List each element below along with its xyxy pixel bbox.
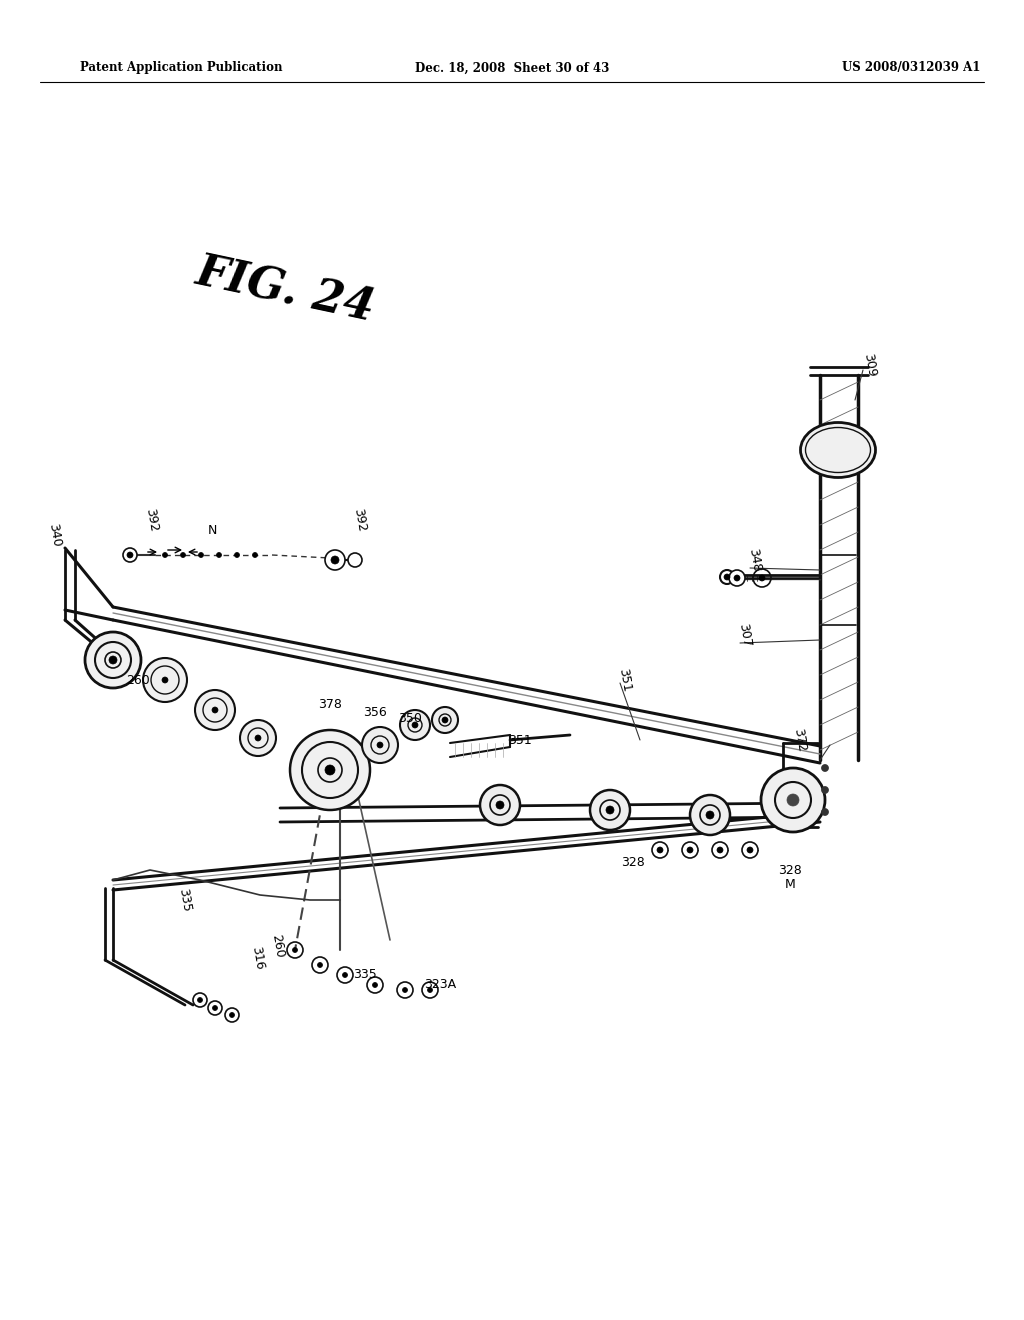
- Circle shape: [212, 708, 218, 713]
- Circle shape: [143, 657, 187, 702]
- Circle shape: [348, 553, 362, 568]
- Circle shape: [400, 710, 430, 741]
- Circle shape: [687, 847, 693, 853]
- Circle shape: [109, 656, 117, 664]
- Circle shape: [717, 847, 723, 853]
- Text: Patent Application Publication: Patent Application Publication: [80, 62, 283, 74]
- Circle shape: [412, 722, 418, 729]
- Circle shape: [606, 807, 614, 814]
- Circle shape: [342, 973, 347, 978]
- Circle shape: [734, 576, 740, 581]
- Circle shape: [240, 719, 276, 756]
- Circle shape: [787, 795, 799, 807]
- Text: 350: 350: [398, 711, 422, 725]
- Circle shape: [657, 847, 663, 853]
- Circle shape: [127, 552, 133, 558]
- Circle shape: [331, 556, 339, 564]
- Circle shape: [234, 553, 240, 557]
- Circle shape: [652, 842, 668, 858]
- Circle shape: [729, 570, 745, 586]
- Circle shape: [442, 717, 449, 723]
- Text: 372: 372: [792, 727, 809, 752]
- Circle shape: [821, 764, 828, 771]
- Circle shape: [682, 842, 698, 858]
- Text: 340: 340: [46, 523, 63, 548]
- Circle shape: [821, 808, 828, 816]
- Circle shape: [195, 690, 234, 730]
- Circle shape: [427, 987, 432, 993]
- Text: 351: 351: [616, 667, 634, 693]
- Circle shape: [712, 842, 728, 858]
- Text: 316: 316: [250, 945, 266, 970]
- Circle shape: [162, 677, 168, 682]
- Circle shape: [402, 987, 408, 993]
- Text: 335: 335: [353, 969, 377, 982]
- Circle shape: [85, 632, 141, 688]
- Circle shape: [724, 574, 730, 579]
- Circle shape: [216, 553, 221, 557]
- Text: 392: 392: [143, 507, 161, 533]
- Text: 392: 392: [351, 507, 369, 533]
- Circle shape: [761, 768, 825, 832]
- Circle shape: [432, 708, 458, 733]
- Circle shape: [377, 742, 383, 748]
- Text: 309: 309: [861, 352, 879, 378]
- Circle shape: [255, 735, 261, 741]
- Circle shape: [199, 553, 204, 557]
- Circle shape: [706, 810, 714, 818]
- Text: 335: 335: [176, 887, 194, 913]
- Circle shape: [373, 982, 378, 987]
- Circle shape: [317, 962, 323, 968]
- Text: N: N: [207, 524, 217, 536]
- Text: 323A: 323A: [424, 978, 456, 991]
- Text: 356: 356: [364, 705, 387, 718]
- Text: 378: 378: [318, 698, 342, 711]
- Circle shape: [759, 576, 765, 581]
- Text: 260: 260: [269, 933, 287, 958]
- Circle shape: [590, 789, 630, 830]
- Text: M: M: [784, 879, 796, 891]
- Circle shape: [229, 1012, 234, 1018]
- Text: 351: 351: [508, 734, 531, 747]
- Circle shape: [213, 1006, 217, 1011]
- Circle shape: [293, 948, 298, 953]
- Circle shape: [198, 998, 203, 1002]
- Circle shape: [746, 847, 753, 853]
- Text: 328: 328: [622, 855, 645, 869]
- Text: 260: 260: [126, 673, 150, 686]
- Circle shape: [325, 550, 345, 570]
- Text: Dec. 18, 2008  Sheet 30 of 43: Dec. 18, 2008 Sheet 30 of 43: [415, 62, 609, 74]
- Circle shape: [253, 553, 257, 557]
- Circle shape: [496, 801, 504, 809]
- Circle shape: [742, 842, 758, 858]
- Circle shape: [690, 795, 730, 836]
- Circle shape: [123, 548, 137, 562]
- Circle shape: [180, 553, 185, 557]
- Text: FIG. 24: FIG. 24: [191, 249, 379, 330]
- Circle shape: [163, 553, 168, 557]
- Text: 348: 348: [746, 548, 764, 573]
- Text: 307: 307: [736, 622, 754, 648]
- Circle shape: [362, 727, 398, 763]
- Circle shape: [821, 787, 828, 793]
- Circle shape: [325, 766, 335, 775]
- Circle shape: [290, 730, 370, 810]
- Circle shape: [720, 570, 734, 583]
- Text: 328: 328: [778, 863, 802, 876]
- Text: US 2008/0312039 A1: US 2008/0312039 A1: [842, 62, 980, 74]
- Circle shape: [480, 785, 520, 825]
- Ellipse shape: [801, 422, 876, 478]
